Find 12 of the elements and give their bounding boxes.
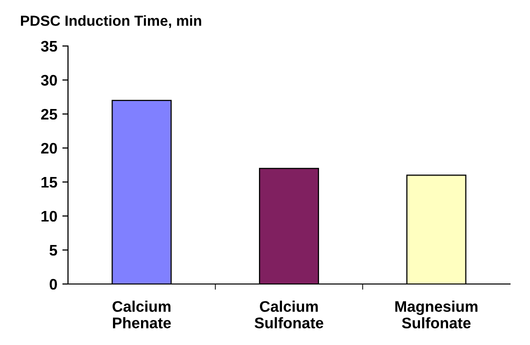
y-tick-label: 5 xyxy=(50,245,58,256)
y-tick-label: 35 xyxy=(40,40,58,52)
y-tick-label: 10 xyxy=(42,210,57,222)
x-tick-label: Calcium Phenate xyxy=(112,300,171,328)
y-tick-label: 20 xyxy=(41,142,57,154)
x-tick-label: Magnesium Sulfonate xyxy=(395,300,478,328)
y-tick-label: 15 xyxy=(42,177,58,188)
x-tick-label: Calcium Sulfonate xyxy=(254,300,324,328)
y-tick-label: 25 xyxy=(41,108,58,120)
y-tick-label: 30 xyxy=(40,74,57,86)
y-tick-label: 0 xyxy=(50,278,57,290)
chart-title: PDSC Induction Time, min xyxy=(20,15,202,28)
